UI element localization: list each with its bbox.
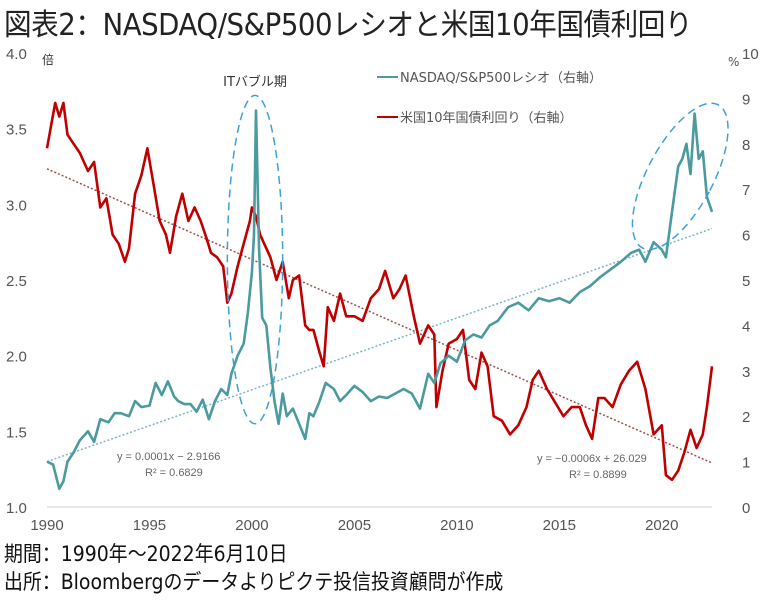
- trend-equation-ratio: y = 0.0001x − 2.9166: [117, 451, 220, 463]
- series-line-nasdaq-sp500-ratio: [46, 109, 714, 491]
- left-axis-tick-label: 1.5: [6, 424, 27, 441]
- footer-source: 出所：Bloombergのデータよりピクテ投信投資顧問が作成: [4, 570, 504, 594]
- legend-item-yield: 米国10年国債利回り（右軸）: [377, 111, 573, 126]
- trendline-ratio: [46, 227, 713, 463]
- it-bubble-label: ITバブル期: [223, 74, 287, 90]
- trendline-yield: [46, 168, 713, 464]
- left-axis-tick-label: 1.0: [6, 500, 27, 517]
- legend-item-ratio: NASDAQ/S&P500レシオ（右軸）: [377, 71, 602, 86]
- x-axis-tick-label: 2005: [338, 517, 371, 534]
- left-axis-tick-label: 3.5: [6, 122, 27, 139]
- x-axis-tick-label: 2020: [645, 517, 678, 534]
- right-axis-tick-label: 2: [742, 409, 750, 426]
- it-bubble-ellipse: [226, 94, 284, 425]
- right-axis-tick-label: 7: [742, 182, 750, 199]
- left-axis-tick-label: 2.5: [6, 273, 27, 290]
- right-axis-tick-label: 0: [742, 500, 750, 517]
- chart-title: 図表2：NASDAQ/S&P500レシオと米国10年国債利回り: [4, 8, 693, 43]
- right-axis-tick-label: 4: [742, 318, 750, 335]
- x-axis-tick-label: 2000: [235, 517, 268, 534]
- left-axis-tick-label: 2.0: [6, 349, 27, 366]
- x-axis-tick-label: 2010: [440, 517, 473, 534]
- trend-equation-yield: y = −0.0006x + 26.029: [537, 453, 647, 465]
- x-axis-tick-label: 2015: [543, 517, 576, 534]
- trend-r2-ratio: R² = 0.6829: [145, 467, 203, 479]
- footer-period: 期間：1990年～2022年6月10日: [4, 542, 288, 566]
- right-axis-tick-label: 9: [742, 91, 750, 108]
- legend-label: 米国10年国債利回り（右軸）: [400, 111, 573, 126]
- left-axis-tick-label: 3.0: [6, 197, 27, 214]
- right-axis-tick-label: 5: [742, 273, 750, 290]
- right-axis-tick-label: 1: [742, 455, 750, 472]
- right-axis-tick-label: 10: [742, 46, 759, 63]
- right-axis-tick-label: 8: [742, 137, 750, 154]
- series-line-us10y-yield: [45, 101, 714, 482]
- legend-label: NASDAQ/S&P500レシオ（右軸）: [400, 71, 602, 86]
- recent-period-ellipse: [631, 102, 729, 251]
- x-axis-tick-label: 1995: [133, 517, 166, 534]
- right-axis-tick-label: 6: [742, 228, 750, 245]
- right-axis-unit-label: %: [728, 55, 739, 69]
- left-axis-unit-label: 倍: [42, 52, 54, 67]
- left-axis-tick-label: 4.0: [6, 46, 27, 63]
- right-axis-tick-label: 3: [742, 364, 750, 381]
- x-axis-tick-label: 1990: [30, 517, 63, 534]
- trend-r2-yield: R² = 0.8899: [569, 469, 627, 481]
